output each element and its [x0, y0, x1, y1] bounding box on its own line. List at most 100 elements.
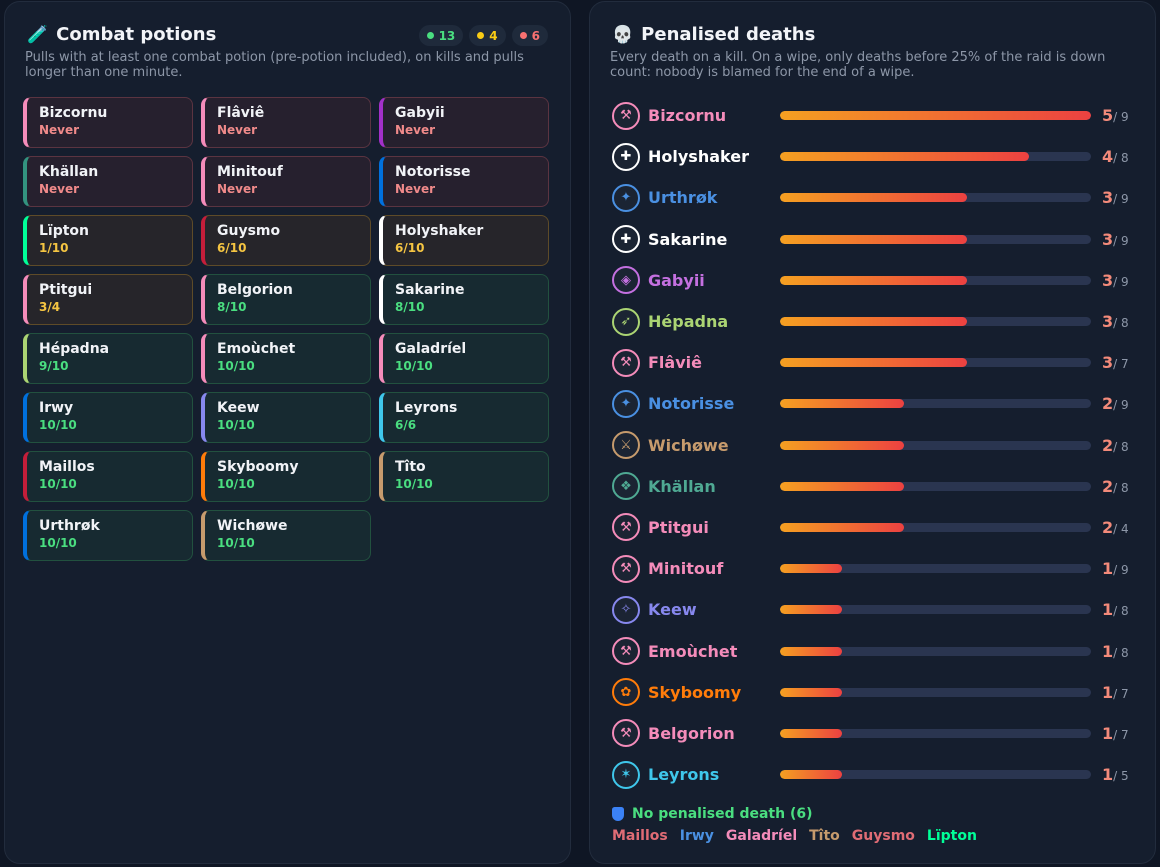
death-bar-track	[780, 440, 1091, 450]
death-bar-track	[780, 152, 1091, 162]
priest-icon: ✚	[612, 225, 640, 254]
no-death-player-name: Lïpton	[926, 828, 977, 844]
death-count: 1/ 7	[1102, 683, 1132, 702]
death-bar-track	[780, 728, 1091, 738]
potion-card: Emoùchet 10/10	[201, 333, 371, 384]
no-death-player-name: Guysmo	[851, 828, 915, 844]
death-bar-fill	[780, 728, 843, 738]
potion-card-name: Tîto	[395, 459, 426, 475]
death-count-total: / 9	[1113, 192, 1129, 207]
potion-card-name: Flâviê	[217, 105, 265, 121]
death-bar-track	[780, 193, 1091, 203]
death-count-total: / 7	[1113, 727, 1129, 742]
death-count-total: / 9	[1113, 233, 1129, 248]
potion-card-value: Never	[39, 123, 80, 137]
death-bar-fill	[780, 687, 843, 697]
no-death-heading: No penalised death (6)	[612, 806, 813, 822]
potion-card: Hépadna 9/10	[23, 333, 193, 384]
potion-card: Minitouf Never	[201, 156, 371, 207]
death-count-value: 2	[1102, 435, 1114, 455]
death-count-total: / 8	[1113, 480, 1129, 495]
death-row: ✦ Notorisse 2/ 9	[612, 383, 1132, 424]
potion-card: Gabyii Never	[379, 97, 549, 148]
paladin-icon: ⚒	[612, 101, 640, 130]
shield-icon	[612, 807, 624, 821]
death-row: ⚔ Wichøwe 2/ 8	[612, 425, 1132, 466]
potion-card-value: Never	[395, 182, 436, 196]
potion-card: Irwy 10/10	[23, 392, 193, 443]
potion-card-name: Notorisse	[395, 164, 471, 180]
death-bar-track	[780, 481, 1091, 491]
potion-card-value: Never	[217, 123, 258, 137]
no-death-player-name: Galadríel	[725, 828, 798, 844]
death-bar-fill	[780, 770, 843, 780]
potion-card: Wichøwe 10/10	[201, 510, 371, 561]
death-count: 2/ 8	[1102, 477, 1132, 496]
potion-icon: 🧪	[27, 24, 49, 45]
potion-card-name: Urthrøk	[39, 518, 100, 534]
potion-card-name: Lïpton	[39, 223, 90, 239]
potion-card-name: Khällan	[39, 164, 99, 180]
death-player-name: Urthrøk	[648, 188, 718, 208]
death-count: 1/ 8	[1102, 642, 1132, 661]
hunter-icon: ➶	[612, 307, 640, 336]
death-count-total: / 8	[1113, 316, 1129, 331]
death-count-value: 2	[1102, 394, 1114, 414]
potion-card-name: Galadríel	[395, 341, 467, 357]
potion-card-value: 6/10	[217, 241, 247, 255]
no-death-player-name: Irwy	[679, 828, 714, 844]
penalised-deaths-subtitle: Every death on a kill. On a wipe, only d…	[610, 50, 1106, 80]
no-death-player-name: Tîto	[809, 828, 840, 844]
death-bar-track	[780, 646, 1091, 656]
no-death-label: No penalised death (6)	[632, 806, 813, 822]
potion-card-value: 1/10	[39, 241, 69, 255]
death-bar-track	[780, 234, 1091, 244]
death-player-name: Notorisse	[648, 394, 735, 414]
potion-card-name: Leyrons	[395, 400, 458, 416]
potion-card-name: Belgorion	[217, 282, 293, 298]
warrior-icon: ⚔	[612, 431, 640, 460]
death-row: ⚒ Emoùchet 1/ 8	[612, 630, 1132, 671]
death-bar-fill	[780, 111, 1091, 121]
mage-icon: ✶	[612, 760, 640, 789]
potion-card-name: Hépadna	[39, 341, 110, 357]
potion-card-grid: Bizcornu Never Flâviê Never Gabyii Never Khäll…	[23, 97, 549, 561]
paladin-icon: ⚒	[612, 637, 640, 666]
death-row: ✚ Sakarine 3/ 9	[612, 219, 1132, 260]
death-bar-track	[780, 687, 1091, 697]
death-count: 5/ 9	[1102, 106, 1132, 125]
potion-card: Guysmo 6/10	[201, 215, 371, 266]
potion-card: Ptitgui 3/4	[23, 274, 193, 325]
death-count-value: 1	[1102, 641, 1114, 661]
death-count: 3/ 9	[1102, 188, 1132, 207]
death-count: 1/ 7	[1102, 724, 1132, 743]
death-count-total: / 9	[1113, 398, 1129, 413]
death-bar-fill	[780, 234, 967, 244]
potion-card-value: 10/10	[217, 359, 255, 373]
death-count: 3/ 7	[1102, 353, 1132, 372]
no-death-player-name: Maillos	[612, 828, 668, 844]
death-bar-track	[780, 399, 1091, 409]
death-player-name: Leyrons	[648, 765, 720, 785]
potion-card: Skyboomy 10/10	[201, 451, 371, 502]
death-bar-fill	[780, 275, 967, 285]
paladin-icon: ⚒	[612, 348, 640, 377]
death-player-name: Belgorion	[648, 723, 735, 743]
potion-card-name: Bizcornu	[39, 105, 108, 121]
potion-card: Khällan Never	[23, 156, 193, 207]
demon-hunter-icon: ◈	[612, 266, 640, 295]
potion-card-name: Ptitgui	[39, 282, 93, 298]
death-player-name: Hépadna	[648, 312, 729, 332]
death-player-name: Wichøwe	[648, 435, 729, 455]
death-bar-fill	[780, 317, 967, 327]
death-count-value: 1	[1102, 559, 1114, 579]
death-bar-fill	[780, 564, 843, 574]
penalised-deaths-title: 💀 Penalised deaths	[612, 24, 815, 45]
death-bar-track	[780, 275, 1091, 285]
death-player-name: Skyboomy	[648, 682, 742, 702]
potion-card-name: Wichøwe	[217, 518, 288, 534]
death-player-name: Gabyii	[648, 270, 705, 290]
death-row: ⚒ Bizcornu 5/ 9	[612, 95, 1132, 136]
death-count-total: / 7	[1113, 686, 1129, 701]
potion-card-value: 10/10	[395, 477, 433, 491]
